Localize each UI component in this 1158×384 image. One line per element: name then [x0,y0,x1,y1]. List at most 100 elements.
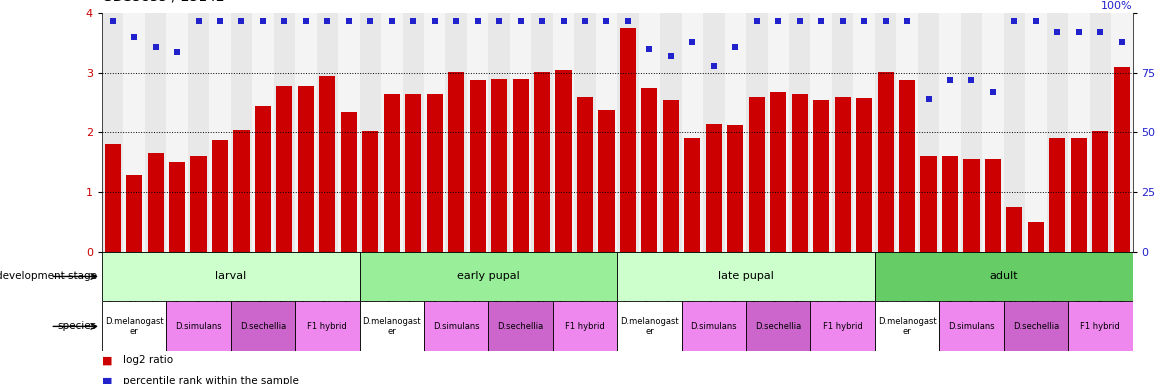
FancyBboxPatch shape [811,301,874,351]
Bar [617,13,639,252]
Point [748,18,767,24]
Bar [534,72,550,252]
Bar [359,13,381,252]
Text: D.melanogast
er: D.melanogast er [362,317,422,336]
Bar [874,13,896,252]
Point [361,18,380,24]
FancyBboxPatch shape [617,252,874,301]
Bar [1004,13,1025,252]
Bar [556,70,572,252]
Text: D.melanogast
er: D.melanogast er [104,317,163,336]
Bar [169,162,185,252]
Bar [1090,13,1111,252]
Bar [298,86,314,252]
Bar [446,13,467,252]
Bar [599,110,615,252]
Text: D.simulans: D.simulans [433,322,479,331]
FancyBboxPatch shape [359,301,424,351]
Text: GDS3835 / 23142: GDS3835 / 23142 [102,0,225,4]
Bar [316,13,338,252]
Point [1048,30,1067,36]
Bar [1111,13,1133,252]
Text: larval: larval [215,271,247,281]
Point [404,18,423,24]
FancyBboxPatch shape [295,301,359,351]
Bar [124,13,145,252]
Point [533,18,551,24]
Bar [362,131,379,252]
Bar [749,97,764,252]
FancyBboxPatch shape [552,301,617,351]
FancyBboxPatch shape [682,301,746,351]
Point [962,77,981,83]
Point [512,18,530,24]
Bar [899,80,915,252]
Point [382,18,401,24]
Bar [383,94,400,252]
Point [233,18,251,24]
Text: D.sechellia: D.sechellia [755,322,801,331]
Point [855,18,873,24]
Bar [190,156,206,252]
Bar [662,100,679,252]
Point [791,18,809,24]
Bar [489,13,510,252]
Text: late pupal: late pupal [718,271,774,281]
Bar [126,175,142,252]
Bar [147,153,163,252]
Bar [1068,13,1090,252]
Text: D.melanogast
er: D.melanogast er [878,317,937,336]
Text: development stage: development stage [0,271,97,281]
Bar [338,13,359,252]
Bar [789,13,811,252]
Bar [340,112,357,252]
Point [640,46,659,52]
Point [276,18,294,24]
Bar [403,13,424,252]
Bar [212,140,228,252]
Bar [574,13,595,252]
FancyBboxPatch shape [424,301,489,351]
Bar [1025,13,1047,252]
Point [468,18,486,24]
Bar [620,28,636,252]
FancyBboxPatch shape [359,252,617,301]
Bar [277,86,293,252]
Bar [424,13,446,252]
Text: D.sechellia: D.sechellia [240,322,286,331]
Point [940,77,959,83]
Text: log2 ratio: log2 ratio [123,355,173,365]
Point [103,18,122,24]
Text: ■: ■ [102,355,112,365]
Bar [167,13,188,252]
FancyBboxPatch shape [489,301,552,351]
Point [125,34,144,40]
FancyBboxPatch shape [167,301,230,351]
Bar [426,94,442,252]
FancyBboxPatch shape [874,301,939,351]
Text: F1 hybrid: F1 hybrid [1080,322,1120,331]
Text: species: species [58,321,97,331]
Point [318,18,337,24]
Point [704,63,723,69]
FancyBboxPatch shape [617,301,682,351]
Bar [1092,131,1108,252]
Bar [705,124,721,252]
Bar [1047,13,1068,252]
Bar [939,13,961,252]
Bar [961,13,982,252]
Bar [470,80,485,252]
Point [877,18,895,24]
Bar [813,100,829,252]
Point [618,18,637,24]
Point [769,18,787,24]
Point [661,53,680,60]
Bar [1071,139,1087,252]
Point [919,96,938,102]
Bar [552,13,574,252]
Bar [985,159,1001,252]
Point [447,18,466,24]
Bar [853,13,874,252]
Bar [381,13,403,252]
Point [897,18,916,24]
